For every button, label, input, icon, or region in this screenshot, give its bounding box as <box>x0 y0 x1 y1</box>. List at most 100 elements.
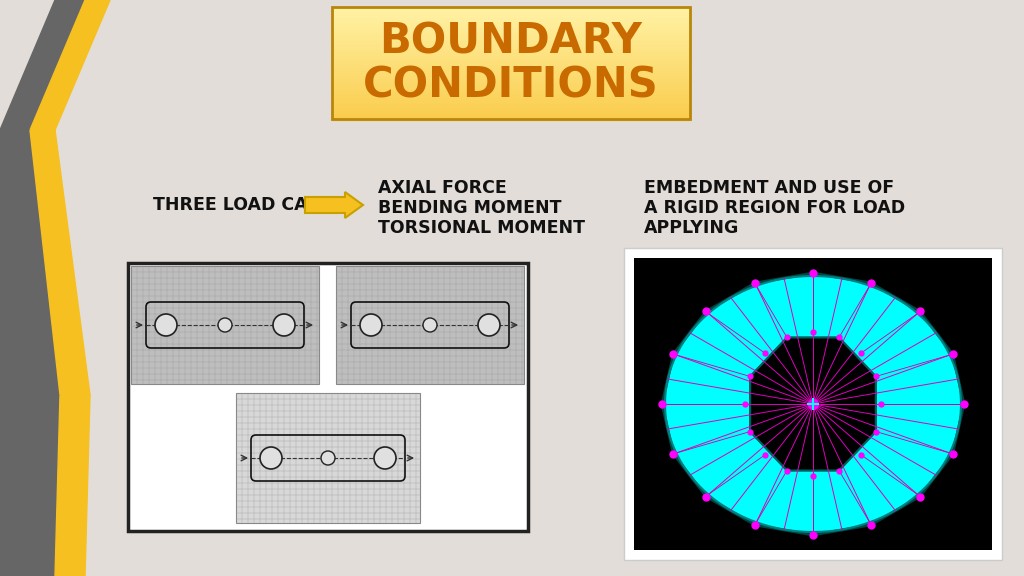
Bar <box>332 118 690 119</box>
Bar <box>332 71 690 73</box>
Bar <box>332 107 690 108</box>
Bar <box>332 75 690 78</box>
Bar <box>332 7 690 9</box>
Bar <box>332 51 690 52</box>
Circle shape <box>423 318 437 332</box>
Bar <box>332 22 690 24</box>
Polygon shape <box>30 0 110 130</box>
Bar <box>332 58 690 59</box>
Bar <box>332 7 690 119</box>
Circle shape <box>273 314 295 336</box>
Bar <box>332 80 690 82</box>
FancyArrow shape <box>305 192 362 218</box>
Bar <box>332 78 690 80</box>
Bar <box>332 46 690 48</box>
Polygon shape <box>0 0 85 130</box>
Text: BOUNDARY: BOUNDARY <box>380 20 642 62</box>
Text: AXIAL FORCE: AXIAL FORCE <box>378 179 507 197</box>
Polygon shape <box>0 130 60 395</box>
Bar <box>332 108 690 109</box>
Bar <box>332 21 690 23</box>
Polygon shape <box>665 276 961 532</box>
Bar <box>332 62 690 63</box>
Polygon shape <box>751 338 876 471</box>
Bar <box>332 97 690 98</box>
Bar <box>332 94 690 96</box>
Bar <box>332 109 690 111</box>
Bar <box>332 26 690 28</box>
Bar <box>332 40 690 43</box>
Bar <box>332 24 690 26</box>
Bar <box>332 88 690 90</box>
Bar <box>332 65 690 66</box>
Bar <box>131 266 319 384</box>
Circle shape <box>155 314 177 336</box>
Bar <box>332 91 690 93</box>
Bar <box>332 63 690 65</box>
Text: THREE LOAD CASES: THREE LOAD CASES <box>153 196 344 214</box>
Bar <box>332 95 690 97</box>
Polygon shape <box>0 395 60 576</box>
Bar <box>332 87 690 89</box>
Circle shape <box>321 451 335 465</box>
Bar <box>332 77 690 79</box>
Bar <box>332 49 690 51</box>
Bar <box>332 9 690 10</box>
Polygon shape <box>665 276 961 532</box>
Bar <box>332 36 690 38</box>
Bar <box>336 266 524 384</box>
Circle shape <box>360 314 382 336</box>
Bar <box>332 13 690 14</box>
Bar <box>332 59 690 60</box>
Bar <box>332 42 690 44</box>
Bar <box>332 10 690 12</box>
Bar <box>332 70 690 72</box>
Text: EMBEDMENT AND USE OF: EMBEDMENT AND USE OF <box>644 179 894 197</box>
Circle shape <box>374 447 396 469</box>
Bar <box>634 258 992 550</box>
Bar <box>236 393 420 523</box>
Bar <box>332 85 690 88</box>
Bar <box>332 52 690 54</box>
Circle shape <box>218 318 232 332</box>
Bar <box>332 105 690 107</box>
Bar <box>332 17 690 18</box>
Bar <box>332 98 690 100</box>
Bar <box>332 39 690 41</box>
Bar <box>332 100 690 101</box>
Bar <box>332 38 690 40</box>
Bar <box>332 18 690 20</box>
Bar <box>332 102 690 104</box>
Bar <box>332 31 690 33</box>
Bar <box>332 104 690 105</box>
Text: APPLYING: APPLYING <box>644 219 739 237</box>
Bar <box>332 32 690 34</box>
Bar <box>332 33 690 36</box>
Bar <box>332 67 690 69</box>
Bar <box>332 35 690 37</box>
Bar <box>332 82 690 85</box>
Bar <box>332 60 690 62</box>
Bar <box>332 11 690 13</box>
Polygon shape <box>55 395 90 576</box>
Bar <box>332 45 690 47</box>
Circle shape <box>478 314 500 336</box>
Text: A RIGID REGION FOR LOAD: A RIGID REGION FOR LOAD <box>644 199 905 217</box>
Bar <box>332 56 690 58</box>
Bar <box>332 112 690 114</box>
Bar <box>332 101 690 103</box>
Bar <box>332 53 690 55</box>
Bar <box>332 116 690 118</box>
Bar <box>332 55 690 56</box>
Bar <box>332 90 690 92</box>
Bar <box>332 69 690 70</box>
Bar <box>332 66 690 68</box>
Bar <box>332 25 690 27</box>
Bar <box>332 14 690 16</box>
Bar <box>332 113 690 115</box>
Bar <box>624 248 1002 560</box>
Bar <box>332 84 690 86</box>
Text: TORSIONAL MOMENT: TORSIONAL MOMENT <box>378 219 585 237</box>
Bar <box>332 74 690 76</box>
Bar <box>332 115 690 117</box>
